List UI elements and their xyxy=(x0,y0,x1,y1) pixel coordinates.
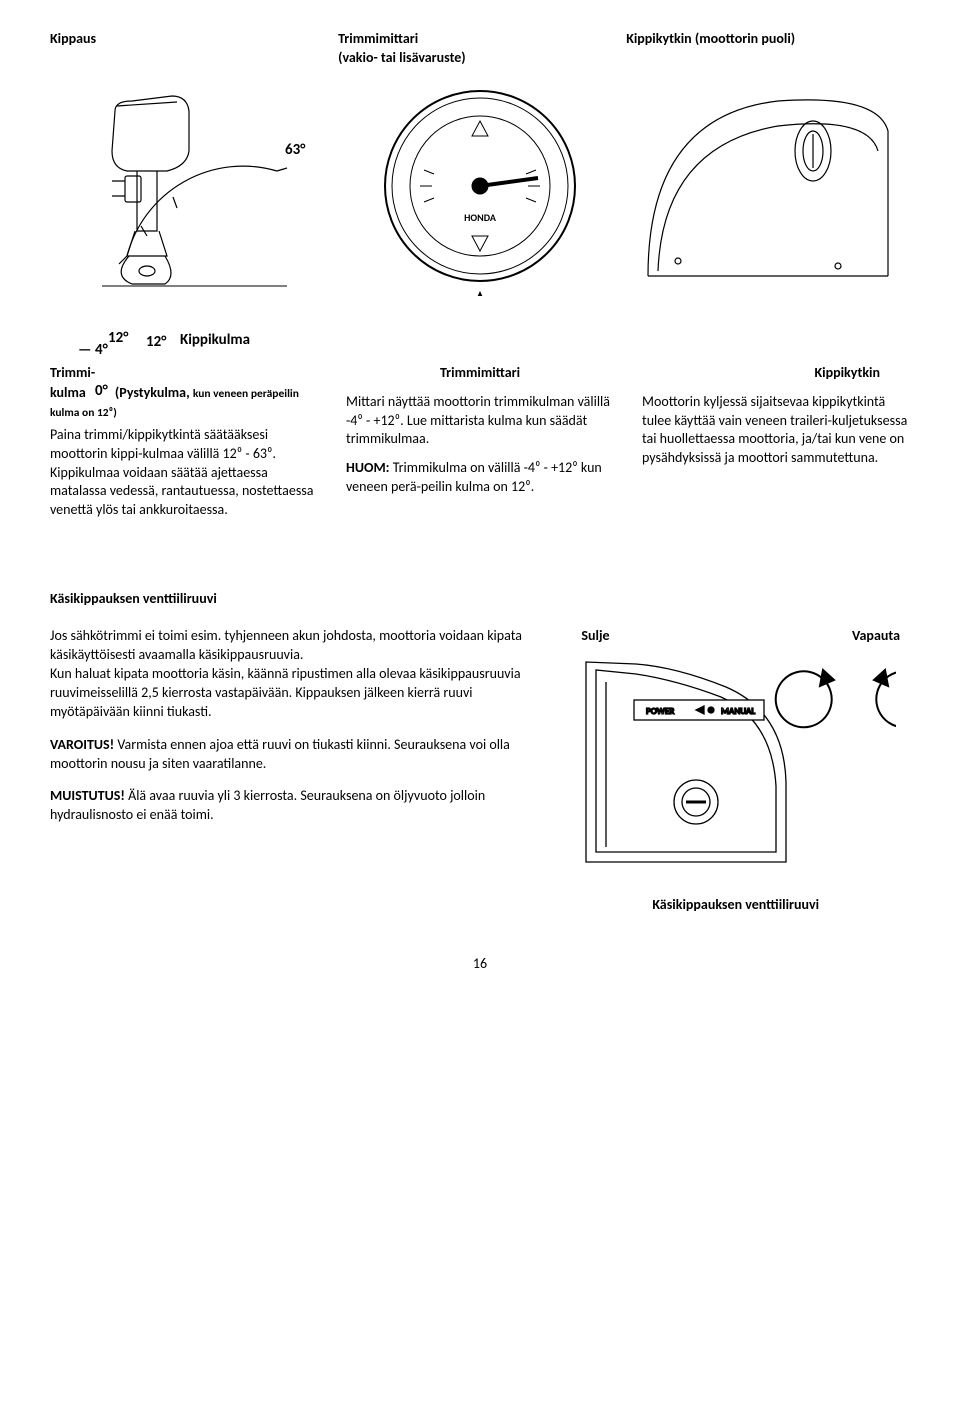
figure-tilt-angles: 63° xyxy=(50,76,334,316)
col3-p1: Moottorin kyljessä sijaitsevaa kippikytk… xyxy=(642,393,910,469)
page-number: 16 xyxy=(50,955,910,974)
section2-heading: Käsikippauksen venttiiliruuvi xyxy=(50,590,910,609)
angle-4: — 4° xyxy=(78,340,108,360)
col2-huom: HUOM: xyxy=(346,459,390,476)
section2-p1: Jos sähkötrimmi ei toimi esim. tyhjennee… xyxy=(50,627,531,665)
col2-title: Trimmimittari xyxy=(346,364,614,383)
section-manual-tilt: Käsikippauksen venttiiliruuvi Jos sähköt… xyxy=(50,590,910,915)
label-power: POWER xyxy=(646,706,674,717)
section2-p3-rest: Varmista ennen ajoa että ruuvi on tiukas… xyxy=(50,736,510,772)
angle-12b: 12° xyxy=(146,332,166,352)
label-bottom-ruuvi: Käsikippauksen venttiiliruuvi xyxy=(561,896,910,915)
label-kippikulma: Kippikulma xyxy=(180,330,250,350)
section2-text-column: Jos sähkötrimmi ei toimi esim. tyhjennee… xyxy=(50,627,531,915)
top-header-row: Kippaus Trimmimittari (vakio- tai lisäva… xyxy=(50,30,910,68)
col2-p1: Mittari näyttää moottorin trimmikulman v… xyxy=(346,393,614,450)
angle-12a: 12° xyxy=(108,328,128,348)
col3-title: Kippikytkin xyxy=(642,364,880,383)
angle-0: 0° xyxy=(95,382,108,400)
section2-p2: Kun haluat kipata moottoria käsin, käänn… xyxy=(50,665,531,722)
col2-p2: HUOM: Trimmikulma on välillä -4⁰ - +12⁰ … xyxy=(346,459,614,497)
figure-switch xyxy=(626,76,910,316)
section2-figure: Sulje Vapauta POWER MANUAL xyxy=(561,627,910,915)
label-manual: MANUAL xyxy=(721,706,755,717)
text-columns-row: Trimmi- kulma 0° (Pystykulma, kun veneen… xyxy=(50,364,910,530)
figure-gauge: HONDA xyxy=(338,76,622,316)
label-vapauta: Vapauta xyxy=(852,627,900,646)
label-sulje: Sulje xyxy=(581,627,609,646)
pystykulma-lead: (Pystykulma, xyxy=(115,384,190,401)
trimmi-kulma-label: Trimmi- kulma xyxy=(50,364,95,401)
angle-annotation-row: 12° 12° — 4° Kippikulma xyxy=(50,328,910,358)
header-trimmimittari: Trimmimittari (vakio- tai lisävaruste) xyxy=(338,30,622,68)
varoitus-label: VAROITUS! xyxy=(50,736,114,753)
figure-row: 63° xyxy=(50,76,910,316)
column-kippikytkin-text: Kippikytkin Moottorin kyljessä sijaitsev… xyxy=(642,364,910,530)
header-kippikytkin: Kippikytkin (moottorin puoli) xyxy=(626,30,910,68)
angle-63-label: 63° xyxy=(285,141,306,159)
section2-p4: MUISTUTUS! Älä avaa ruuvia yli 3 kierros… xyxy=(50,787,531,825)
muistutus-label: MUISTUTUS! xyxy=(50,787,125,804)
col1-body: Paina trimmi/kippikytkintä säätääksesi m… xyxy=(50,426,318,520)
column-kippaus-text: Trimmi- kulma 0° (Pystykulma, kun veneen… xyxy=(50,364,318,530)
gauge-brand-text: HONDA xyxy=(464,211,497,224)
section2-p3: VAROITUS! Varmista ennen ajoa että ruuvi… xyxy=(50,736,531,774)
manual-tilt-svg: POWER MANUAL xyxy=(576,652,896,882)
header-kippaus: Kippaus xyxy=(50,30,334,68)
column-trimmimittari-text: Trimmimittari Mittari näyttää moottorin … xyxy=(346,364,614,530)
